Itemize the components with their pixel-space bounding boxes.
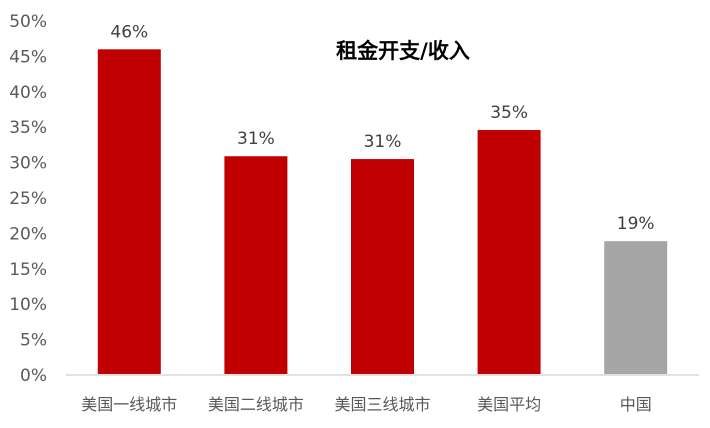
category-label: 美国三线城市 <box>334 395 430 414</box>
data-label: 19% <box>617 214 655 234</box>
bar <box>97 49 161 374</box>
y-tick-label: 40% <box>9 83 47 103</box>
data-label: 35% <box>490 103 528 123</box>
y-tick-label: 25% <box>9 189 47 209</box>
y-tick-label: 50% <box>9 12 47 32</box>
data-label: 31% <box>237 129 275 149</box>
data-label: 31% <box>364 132 402 152</box>
y-tick-label: 20% <box>9 224 47 244</box>
data-label: 46% <box>110 22 148 42</box>
y-tick-label: 30% <box>9 154 47 174</box>
bar <box>351 159 414 374</box>
y-tick-label: 5% <box>20 331 47 351</box>
bar <box>604 241 668 374</box>
y-axis: 0% 5% 10% 15% 20% 25% 30% 35% 40% 45% 50% <box>9 12 47 386</box>
y-tick-label: 10% <box>9 295 47 315</box>
category-label: 美国一线城市 <box>81 395 177 414</box>
bar <box>224 156 288 374</box>
category-label: 美国二线城市 <box>208 395 304 414</box>
bar <box>477 130 541 374</box>
chart-title: 租金开支/收入 <box>336 39 470 63</box>
y-tick-label: 15% <box>9 260 47 280</box>
category-label: 中国 <box>620 395 652 414</box>
bars: 46% 美国一线城市 31% 美国二线城市 31% 美国三线城市 35% 美国平均 19% 中国 <box>81 22 668 414</box>
y-tick-label: 45% <box>9 47 47 67</box>
y-tick-label: 35% <box>9 118 47 138</box>
category-label: 美国平均 <box>477 395 541 414</box>
y-tick-label: 0% <box>20 366 47 386</box>
